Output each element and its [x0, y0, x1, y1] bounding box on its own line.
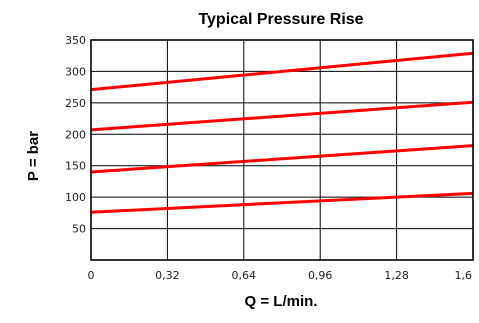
pressure-curve-4	[90, 51, 474, 92]
chart-title: Typical Pressure Rise	[198, 11, 363, 28]
y-tick-label: 350	[65, 34, 86, 47]
y-tick-label: 200	[65, 128, 86, 141]
x-tick-label: 1,28	[384, 269, 409, 282]
x-tick-label: 0,96	[308, 269, 333, 282]
x-axis-title: Q = L/min.	[245, 293, 318, 310]
y-tick-label: 300	[65, 65, 86, 78]
x-tick-label: 0,32	[155, 269, 180, 282]
y-tick-label: 250	[65, 97, 86, 110]
pressure-curve-1	[90, 191, 474, 214]
x-tick-label: 0,64	[232, 269, 257, 282]
y-axis-title: P = bar	[25, 131, 42, 181]
pressure-curve-2	[90, 144, 474, 174]
x-tick-label: 0	[88, 269, 95, 282]
grid	[91, 40, 473, 260]
series-lines	[90, 51, 474, 214]
y-tick-label: 100	[65, 191, 86, 204]
y-tick-labels: 50 100 150 200 250 300 350	[65, 34, 86, 236]
x-tick-labels: 0 0,32 0,64 0,96 1,28 1,6	[88, 269, 473, 282]
y-tick-label: 150	[65, 160, 86, 173]
x-tick-label: 1,6	[455, 269, 473, 282]
plot-frame	[90, 39, 474, 261]
y-tick-label: 50	[72, 223, 86, 236]
pressure-curve-3	[90, 100, 474, 132]
